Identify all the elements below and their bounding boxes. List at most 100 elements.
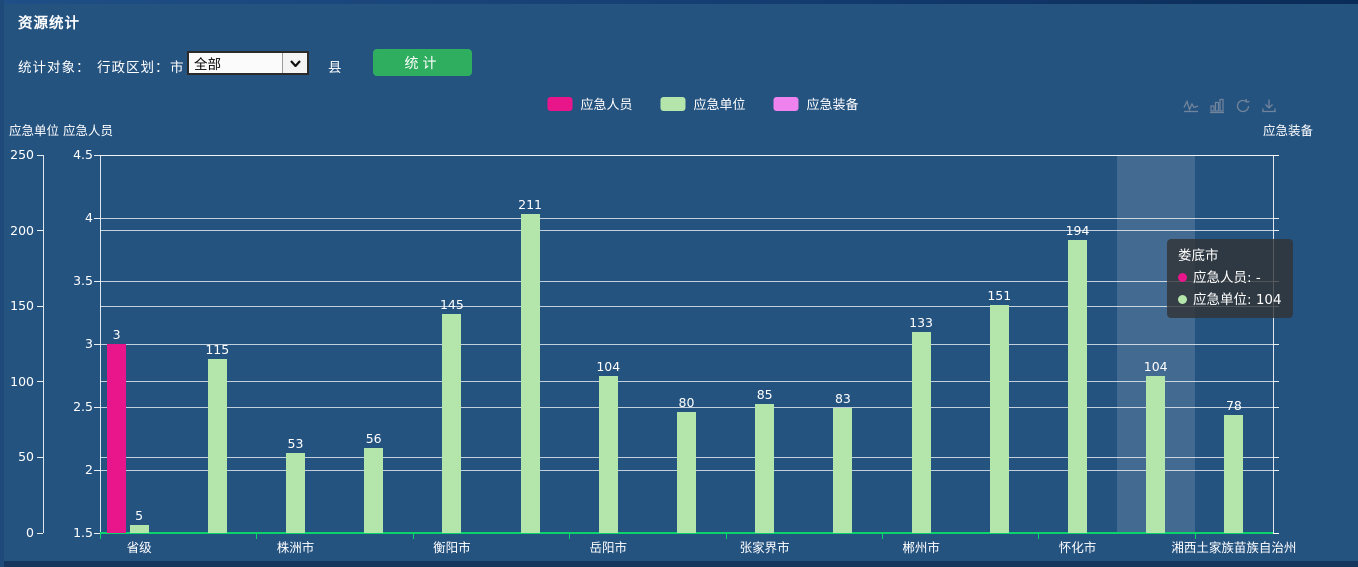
y-axis-tick-label: 50 [18, 449, 34, 465]
x-axis-label: 张家界市 [739, 540, 790, 555]
y-axis-tick-label: 200 [10, 222, 34, 238]
stat-object-label: 统计对象： [18, 60, 91, 76]
y-axis-line-equipment [1273, 155, 1274, 533]
bar-chart-icon[interactable] [1209, 98, 1225, 114]
line-chart-icon[interactable] [1183, 98, 1199, 114]
axis-tick [94, 280, 100, 282]
x-axis-label: 怀化市 [1058, 540, 1097, 555]
bar-应急单位[interactable] [442, 313, 462, 533]
x-axis-tick [725, 534, 727, 539]
bar-应急单位[interactable] [755, 404, 775, 533]
axis-tick [37, 154, 43, 156]
legend-label: 应急单位 [693, 98, 746, 113]
bar-应急单位[interactable] [520, 213, 540, 533]
x-axis-label: 株洲市 [276, 540, 315, 555]
grid-line [100, 406, 1273, 408]
x-axis-label: 省级 [126, 540, 152, 555]
restore-icon[interactable] [1235, 98, 1251, 114]
county-label: 县 [328, 60, 343, 76]
bar-value-label: 78 [1225, 398, 1242, 414]
y-axis-tick-label: 1.5 [73, 525, 93, 540]
axis-tick [37, 456, 43, 458]
y-axis-tick-label: 3 [85, 336, 93, 351]
bar-应急单位[interactable] [1224, 415, 1244, 533]
bar-value-label: 5 [135, 508, 144, 524]
bar-value-label: 151 [987, 287, 1012, 303]
x-axis-tick [882, 534, 883, 539]
axis-tick [1273, 456, 1279, 458]
bar-应急单位[interactable] [911, 331, 931, 533]
x-axis-line [100, 532, 1273, 534]
axis-tick [1273, 469, 1279, 471]
chart-toolbox [1183, 98, 1277, 114]
bar-应急人员[interactable] [107, 344, 127, 533]
legend-swatch [773, 96, 799, 111]
chart-legend: 应急人员 应急单位 应急装备 [547, 94, 859, 113]
y-axis-line-person [100, 155, 101, 533]
download-icon[interactable] [1261, 98, 1277, 114]
x-axis-label: 岳阳市 [589, 540, 628, 555]
axis-tick [1273, 217, 1279, 219]
grid-line [100, 217, 1273, 219]
x-axis-tick [569, 534, 571, 539]
statistics-button[interactable]: 统计 [373, 49, 472, 76]
x-axis-tick [1194, 534, 1196, 539]
city-select[interactable]: 全部 [187, 51, 309, 75]
bar-应急单位[interactable] [989, 304, 1009, 533]
grid-line [100, 343, 1273, 345]
y-axis-tick-label: 3.5 [73, 273, 93, 288]
city-select-value: 全部 [194, 57, 221, 73]
bar-value-label: 56 [365, 431, 382, 447]
x-axis-label: 衡阳市 [433, 540, 471, 555]
grid-line [100, 381, 1273, 383]
legend-item[interactable]: 应急装备 [773, 94, 859, 113]
bar-应急单位[interactable] [833, 407, 853, 533]
bottom-accent-strip [0, 561, 1358, 567]
bar-应急单位[interactable] [129, 525, 149, 533]
bar-应急单位[interactable] [364, 448, 384, 533]
grid-line [100, 305, 1273, 307]
bar-应急单位[interactable] [677, 412, 696, 533]
bar-value-label: 104 [1143, 358, 1168, 374]
grid-line [100, 230, 1273, 232]
axis-tick [1273, 381, 1279, 383]
bar-value-label: 104 [596, 358, 621, 374]
x-axis-tick [256, 534, 258, 539]
city-label: 市 [170, 60, 185, 76]
axis-tick [37, 305, 43, 307]
axis-tick [94, 154, 100, 156]
bar-应急单位[interactable] [286, 452, 305, 533]
y-axis-tick-label: 100 [10, 373, 34, 389]
bar-value-label: 83 [834, 390, 851, 406]
bar-value-label: 194 [1065, 222, 1090, 238]
x-axis-tick [100, 534, 101, 539]
y-axis-tick-label: 2 [85, 462, 93, 477]
bar-value-label: 115 [205, 342, 230, 358]
bar-value-label: 3 [112, 327, 121, 342]
axis-tick [94, 343, 100, 345]
bar-应急单位[interactable] [1146, 375, 1166, 533]
y-axis-tick-label: 2.5 [73, 399, 93, 414]
legend-item[interactable]: 应急人员 [547, 94, 632, 113]
axis-tick [1273, 406, 1279, 408]
y-axis-tick-label: 0 [26, 525, 34, 540]
axis-tick [1273, 154, 1279, 156]
bar-应急单位[interactable] [1068, 239, 1087, 533]
bar-应急单位[interactable] [207, 359, 227, 533]
axis-tick [1273, 532, 1279, 534]
x-axis-tick [1038, 534, 1040, 539]
bar-应急单位[interactable] [598, 375, 618, 533]
axis-tick [1273, 343, 1279, 345]
bar-value-label: 145 [439, 296, 464, 312]
chevron-down-icon[interactable] [282, 53, 307, 73]
x-axis-tick [412, 534, 414, 539]
axis-tick [37, 532, 43, 534]
admin-division-label: 行政区划： [97, 60, 170, 76]
bar-value-label: 133 [909, 314, 934, 330]
axis-tick [1273, 230, 1279, 232]
axis-tick [94, 469, 100, 471]
y-axis-name: 应急装备 [1262, 123, 1313, 138]
legend-label: 应急装备 [806, 98, 859, 113]
legend-item[interactable]: 应急单位 [660, 94, 746, 113]
